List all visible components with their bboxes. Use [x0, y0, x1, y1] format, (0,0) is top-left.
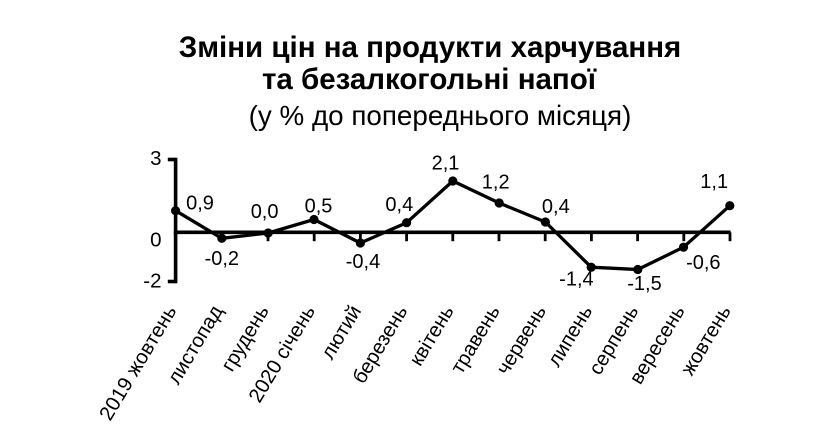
svg-text:0,4: 0,4	[385, 194, 413, 216]
svg-text:0,9: 0,9	[186, 192, 214, 214]
svg-text:(у % до попереднього місяця): (у % до попереднього місяця)	[249, 100, 632, 131]
svg-text:1,2: 1,2	[482, 172, 510, 194]
svg-text:-1,4: -1,4	[559, 268, 593, 290]
svg-text:0: 0	[150, 229, 161, 252]
svg-text:-1,5: -1,5	[627, 273, 661, 295]
svg-text:Зміни цін на продукти харчуван: Зміни цін на продукти харчування	[179, 31, 682, 64]
svg-text:-0,2: -0,2	[205, 248, 239, 270]
svg-text:-2: -2	[143, 269, 161, 292]
svg-text:0,4: 0,4	[542, 196, 570, 218]
svg-text:-0,4: -0,4	[346, 251, 380, 273]
svg-text:0,0: 0,0	[251, 201, 279, 223]
svg-text:3: 3	[150, 147, 161, 170]
svg-text:-0,6: -0,6	[686, 252, 720, 274]
svg-text:та безалкогольні напої: та безалкогольні напої	[262, 63, 597, 96]
svg-text:2,1: 2,1	[432, 152, 460, 174]
svg-text:1,1: 1,1	[700, 171, 728, 193]
svg-text:0,5: 0,5	[305, 196, 333, 218]
